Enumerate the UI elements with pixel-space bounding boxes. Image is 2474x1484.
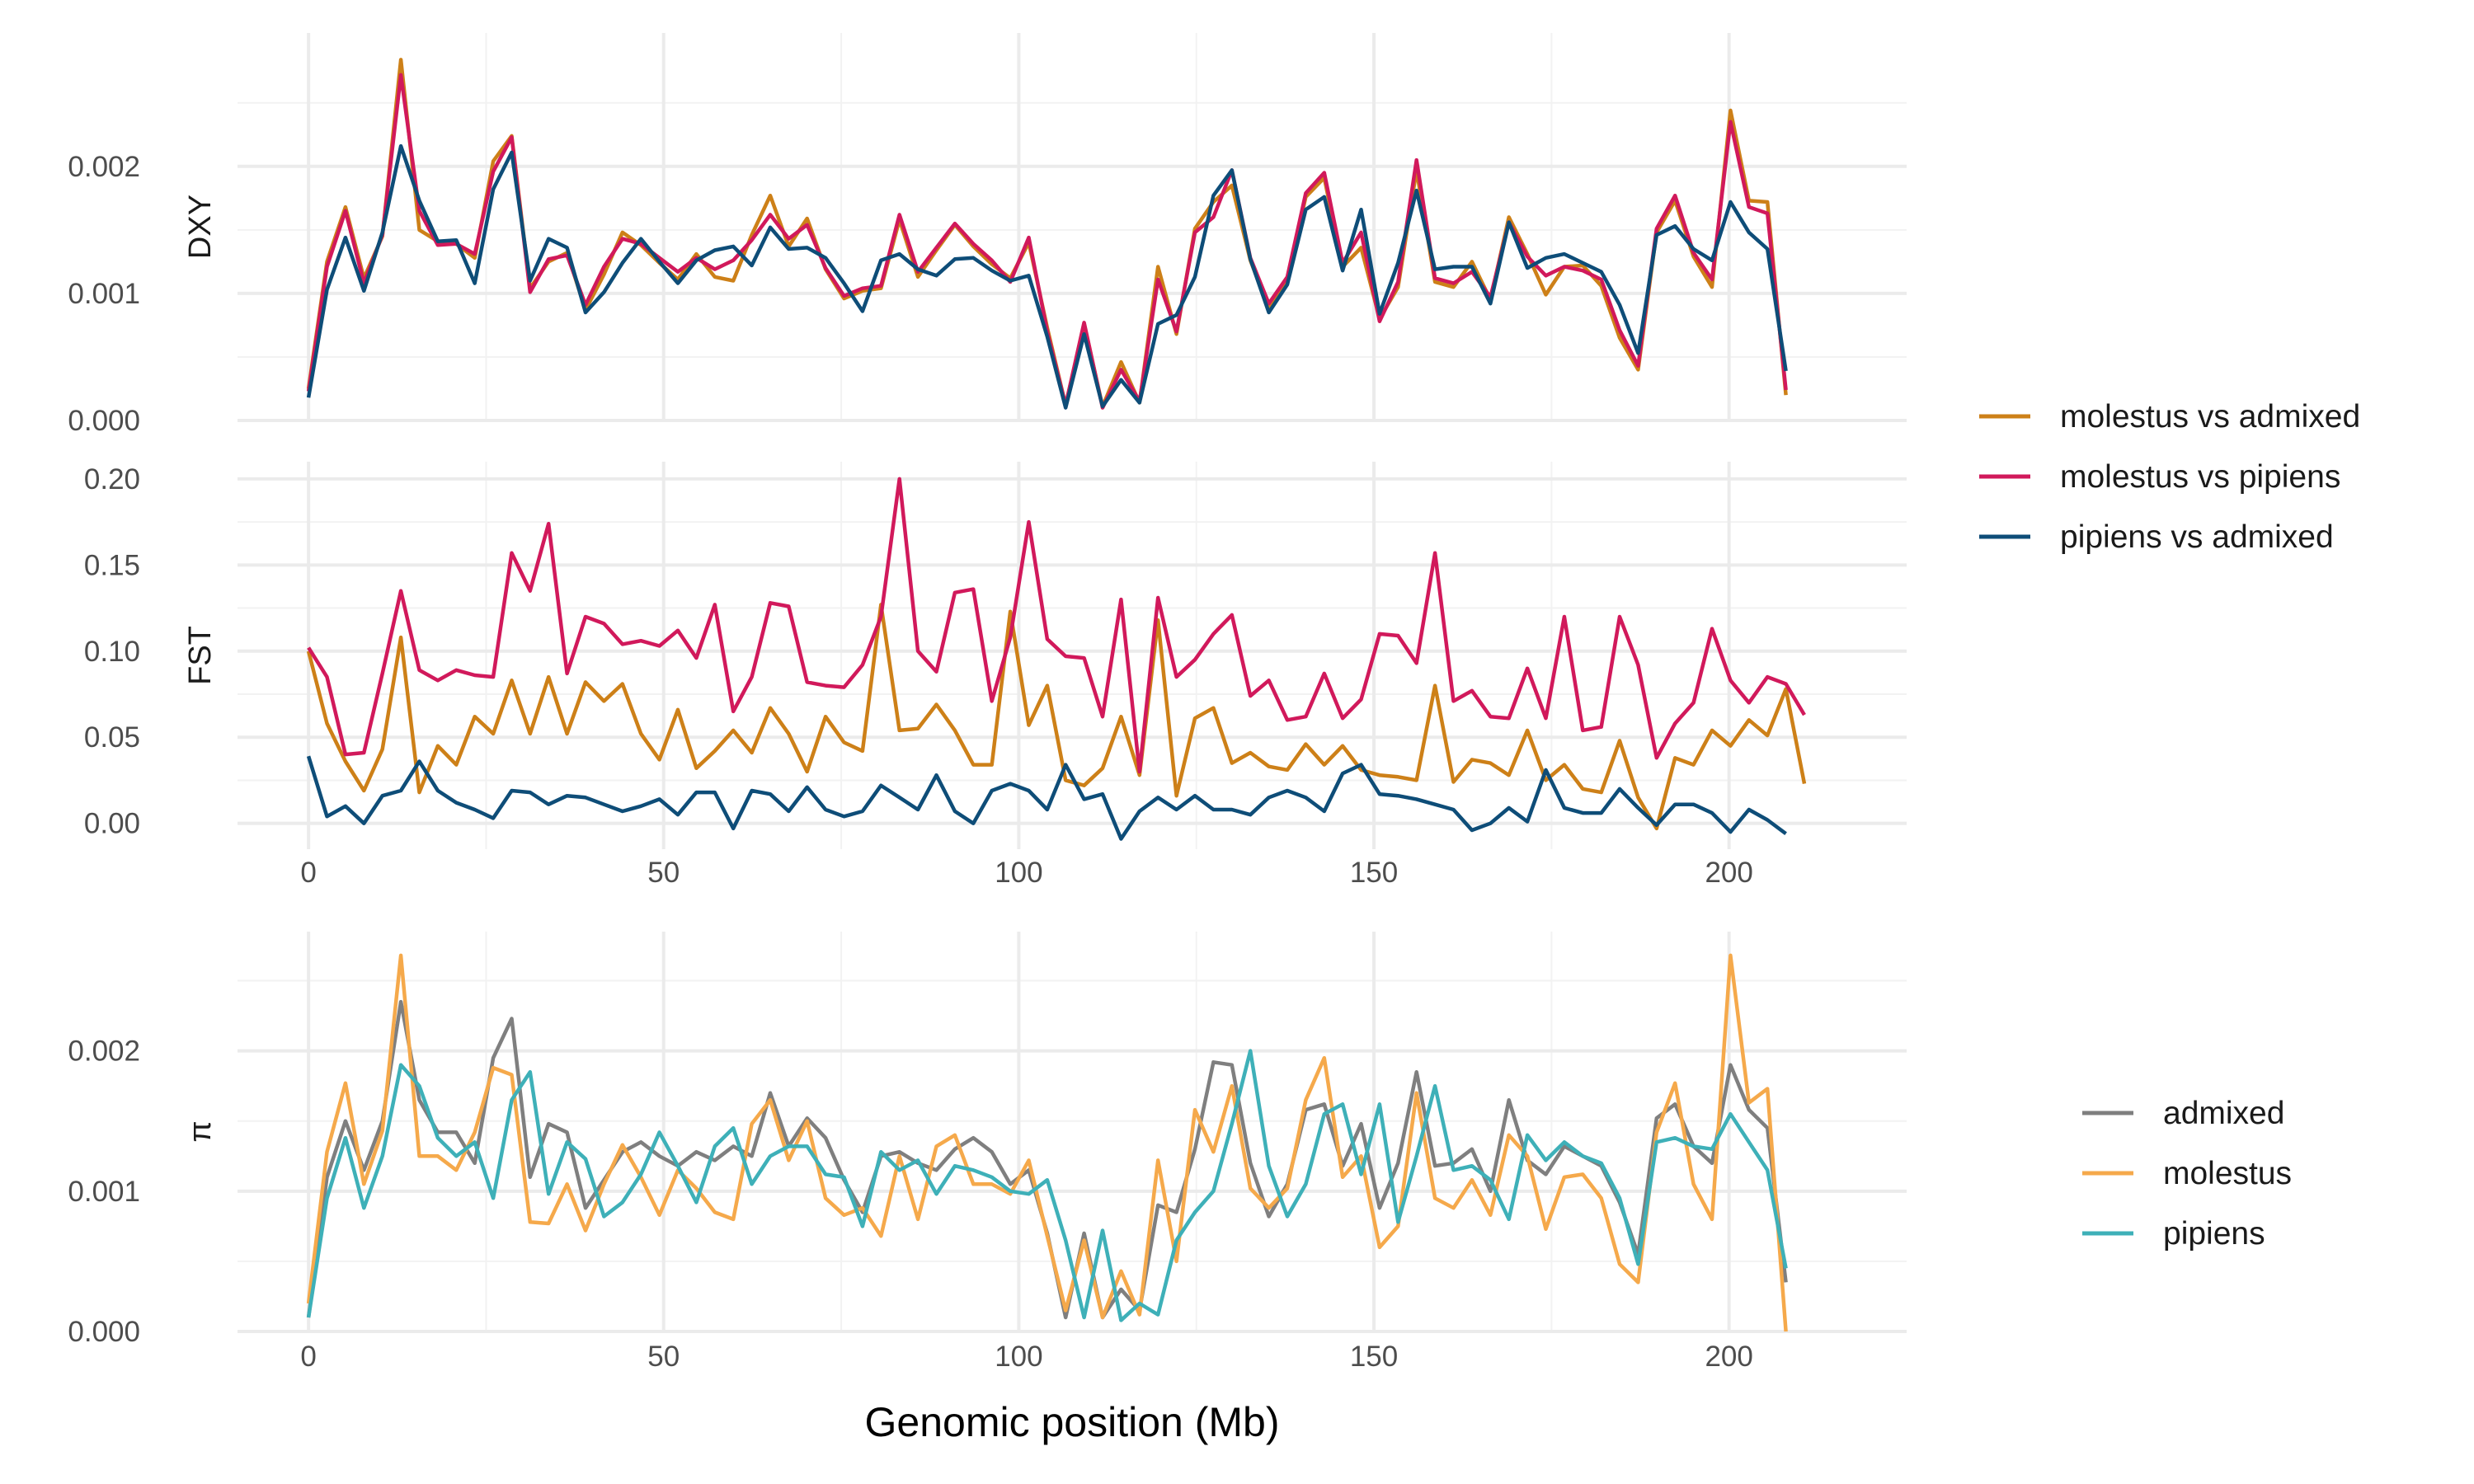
legend-label: pipiens vs admixed — [2060, 519, 2334, 555]
legend-top: molestus vs admixed molestus vs pipiens pi… — [1979, 399, 2360, 555]
series-line-pipiens-vs-admixed — [306, 755, 1787, 841]
x-tick-label: 100 — [995, 1341, 1042, 1373]
legend-label: molestus vs pipiens — [2060, 459, 2340, 495]
panel-pi: 0.000 0.001 0.002 0 50 100 150 200 π — [68, 932, 1907, 1373]
x-tick-label: 100 — [995, 857, 1042, 889]
x-tick-label: 150 — [1350, 1341, 1398, 1373]
x-tick-label: 200 — [1705, 857, 1752, 889]
series-line-molestus — [306, 953, 1788, 1332]
y-axis-title: DXY — [183, 195, 218, 259]
y-tick-label: 0.000 — [68, 1316, 140, 1348]
y-tick-label: 0.002 — [68, 1036, 140, 1068]
series-line-molestus-vs-pipiens — [306, 73, 1788, 410]
y-axis-title: π — [183, 1120, 218, 1142]
x-axis-title: Genomic position (Mb) — [865, 1399, 1280, 1445]
y-tick-label: 0.001 — [68, 1176, 140, 1208]
legend-label: molestus vs admixed — [2060, 399, 2360, 434]
legend-bottom: admixed molestus pipiens — [2082, 1096, 2292, 1252]
x-tick-label: 200 — [1705, 1341, 1752, 1373]
series-line-molestus-vs-admixed — [306, 603, 1807, 831]
series-line-molestus-vs-pipiens — [307, 477, 1806, 774]
legend-label: pipiens — [2163, 1216, 2265, 1252]
x-tick-label: 0 — [300, 1341, 316, 1373]
y-tick-label: 0.10 — [84, 636, 140, 668]
y-tick-label: 0.15 — [84, 549, 140, 581]
panel-dxy: 0.000 0.001 0.002 DXY — [68, 33, 1907, 437]
series-line-molestus-vs-admixed — [306, 58, 1788, 409]
x-tick-label: 50 — [647, 857, 680, 889]
x-tick-label: 150 — [1350, 857, 1398, 889]
y-tick-label: 0.001 — [68, 278, 140, 310]
y-tick-label: 0.20 — [84, 463, 140, 495]
legend-label: admixed — [2163, 1096, 2284, 1131]
x-tick-label: 0 — [300, 857, 316, 889]
series-line-pipiens-vs-admixed — [306, 143, 1788, 410]
series-line-pipiens — [306, 1049, 1788, 1322]
y-tick-label: 0.05 — [84, 721, 140, 754]
panel-fst: 0.00 0.05 0.10 0.15 0.20 0 50 100 150 200 FST — [84, 462, 1907, 889]
series-line-admixed — [306, 999, 1788, 1320]
x-tick-label: 50 — [647, 1341, 680, 1373]
legend-label: molestus — [2163, 1156, 2292, 1191]
y-axis-title: FST — [183, 626, 218, 685]
y-tick-label: 0.002 — [68, 151, 140, 183]
y-tick-label: 0.00 — [84, 808, 140, 840]
y-tick-label: 0.000 — [68, 405, 140, 437]
